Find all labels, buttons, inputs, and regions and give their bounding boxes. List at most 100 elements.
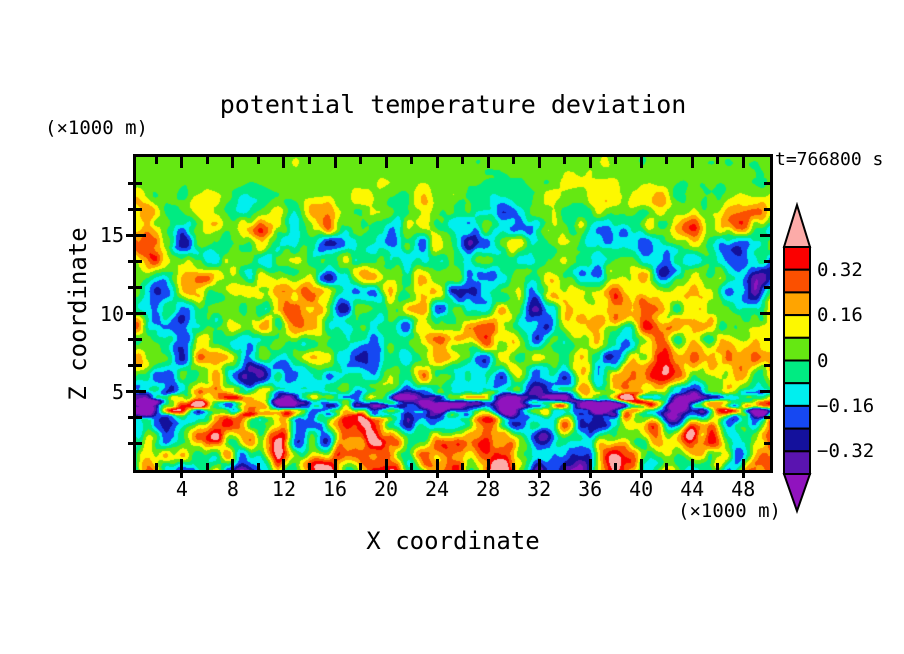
- x-major-tick: [588, 459, 592, 470]
- x-major-tick: [282, 459, 286, 470]
- x-major-tick: [741, 459, 745, 470]
- x-tick-label: 16: [322, 477, 348, 501]
- x-major-tick: [486, 473, 490, 478]
- x-major-tick: [282, 473, 286, 478]
- y-minor-tick: [764, 207, 770, 211]
- colorbar-tick-label: 0: [817, 349, 829, 372]
- x-major-tick: [333, 157, 337, 168]
- x-major-tick: [435, 157, 439, 168]
- y-minor-tick: [136, 285, 142, 289]
- y-minor-tick: [128, 259, 133, 263]
- x-minor-tick: [154, 463, 158, 470]
- colorbar-cell: [783, 336, 811, 362]
- x-minor-tick: [410, 463, 414, 470]
- x-minor-tick: [512, 463, 516, 470]
- colorbar-under-arrow: [782, 473, 812, 514]
- x-major-tick: [690, 459, 694, 470]
- x-major-tick: [639, 459, 643, 470]
- x-major-tick: [333, 459, 337, 470]
- colorbar-cell: [783, 450, 811, 476]
- x-major-tick: [690, 473, 694, 478]
- x-tick-label: 32: [527, 477, 552, 501]
- x-minor-tick: [205, 157, 209, 164]
- figure-title: potential temperature deviation: [219, 90, 687, 119]
- y-minor-tick: [136, 364, 142, 368]
- x-minor-tick: [461, 157, 465, 164]
- y-axis-unit-label: (×1000 m): [45, 117, 148, 139]
- x-minor-tick: [716, 463, 720, 470]
- x-major-tick: [435, 459, 439, 470]
- x-tick-label: 20: [373, 477, 399, 501]
- y-minor-tick: [128, 364, 133, 368]
- x-minor-tick: [307, 463, 311, 470]
- x-major-tick: [537, 473, 541, 478]
- y-major-tick: [136, 390, 146, 394]
- x-major-tick: [180, 473, 184, 478]
- x-major-tick: [588, 473, 592, 478]
- colorbar-over-arrow: [782, 202, 812, 248]
- x-major-tick: [384, 157, 388, 168]
- colorbar-cell: [783, 359, 811, 385]
- y-major-tick: [126, 233, 133, 237]
- x-major-tick: [486, 459, 490, 470]
- x-minor-tick: [205, 463, 209, 470]
- y-minor-tick: [128, 416, 133, 420]
- colorbar-tick-label: −0.32: [817, 440, 875, 463]
- x-major-tick: [537, 157, 541, 168]
- x-minor-tick: [614, 157, 618, 164]
- x-minor-tick: [461, 463, 465, 470]
- y-minor-tick: [764, 364, 770, 368]
- y-tick-label: 15: [99, 223, 124, 248]
- x-tick-label: 44: [680, 477, 705, 501]
- colorbar-cell: [783, 404, 811, 430]
- colorbar-tick-label: −0.16: [817, 394, 875, 417]
- plot-area: [133, 154, 773, 473]
- y-major-tick: [760, 233, 770, 237]
- colorbar-cell: [783, 268, 811, 294]
- x-major-tick: [282, 157, 286, 168]
- x-minor-tick: [665, 463, 669, 470]
- x-major-tick: [384, 459, 388, 470]
- x-tick-label: 12: [271, 477, 297, 501]
- x-major-tick: [639, 157, 643, 168]
- y-minor-tick: [136, 181, 142, 185]
- x-major-tick: [486, 157, 490, 168]
- colorbar-tick-label: 0.16: [817, 304, 863, 327]
- y-minor-tick: [136, 416, 142, 420]
- x-major-tick: [231, 157, 235, 168]
- x-axis-label: X coordinate: [366, 527, 540, 555]
- x-major-tick: [180, 459, 184, 470]
- y-minor-tick: [764, 259, 770, 263]
- x-tick-label: 24: [425, 477, 450, 501]
- y-minor-tick: [136, 442, 142, 446]
- colorbar-cell: [783, 246, 811, 271]
- y-minor-tick: [764, 442, 770, 446]
- y-major-tick: [760, 390, 770, 394]
- x-minor-tick: [716, 157, 720, 164]
- x-major-tick: [384, 473, 388, 478]
- x-major-tick: [231, 459, 235, 470]
- x-major-tick: [741, 473, 745, 478]
- x-major-tick: [639, 473, 643, 478]
- x-tick-label: 28: [476, 477, 501, 501]
- y-minor-tick: [136, 207, 142, 211]
- y-tick-label: 10: [99, 301, 124, 326]
- x-tick-label: 36: [578, 477, 603, 501]
- x-minor-tick: [614, 463, 618, 470]
- y-minor-tick: [128, 285, 133, 289]
- x-minor-tick: [307, 157, 311, 164]
- x-major-tick: [690, 157, 694, 168]
- colorbar-cell: [783, 314, 811, 339]
- x-major-tick: [333, 473, 337, 478]
- y-major-tick: [136, 312, 146, 315]
- colorbar-cell: [783, 427, 811, 453]
- x-minor-tick: [665, 157, 669, 164]
- x-axis-unit-label: (×1000 m): [678, 500, 781, 522]
- y-minor-tick: [128, 442, 133, 446]
- y-major-tick: [760, 312, 770, 315]
- time-label: t=766800 s: [775, 149, 884, 170]
- y-tick-label: 5: [111, 379, 124, 404]
- y-minor-tick: [764, 416, 770, 420]
- x-tick-label: 48: [731, 477, 756, 501]
